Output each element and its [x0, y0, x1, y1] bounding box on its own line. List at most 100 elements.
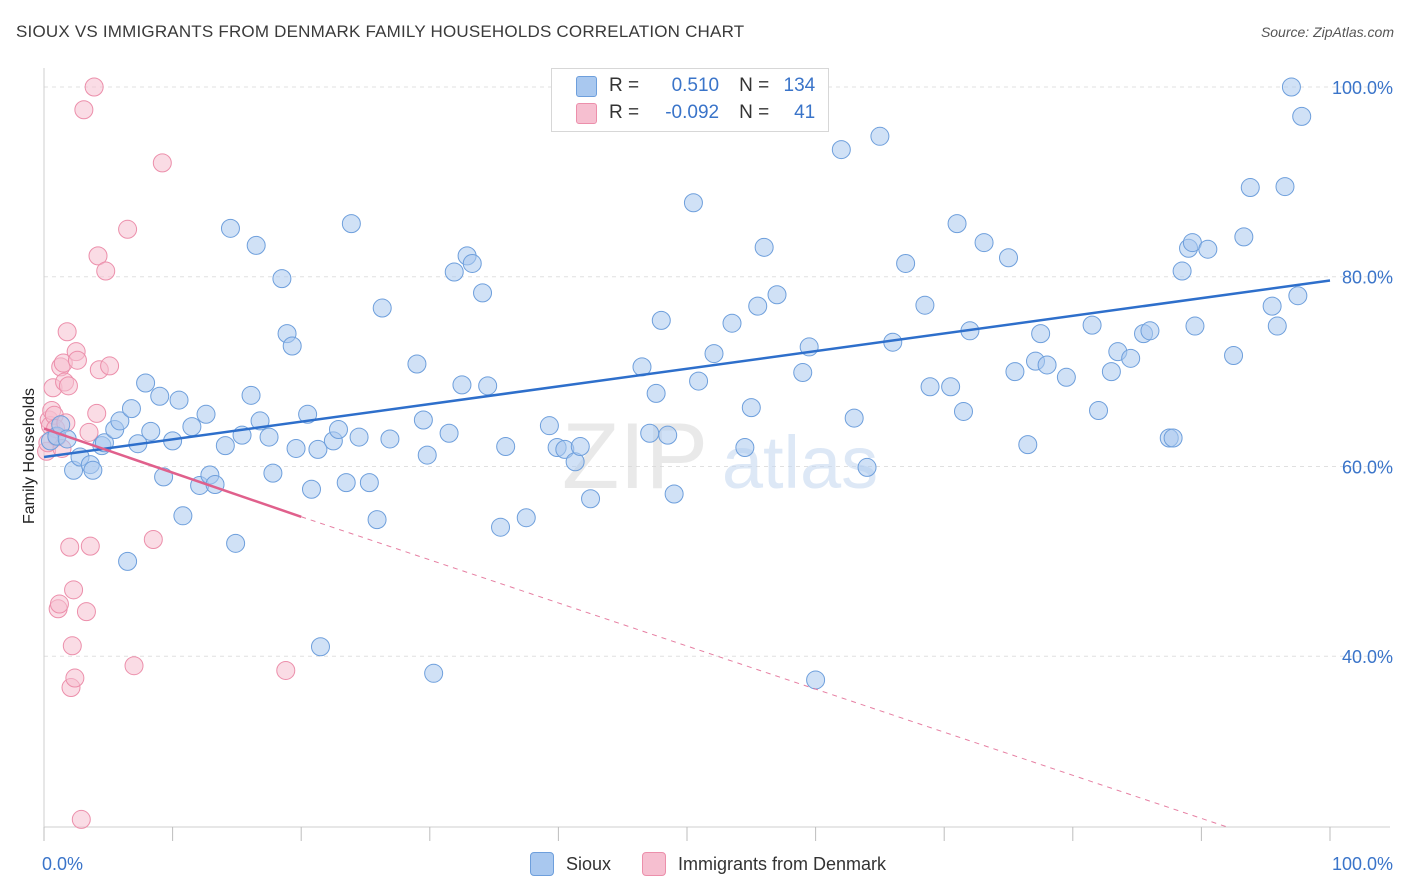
sioux-point — [539, 416, 559, 436]
sioux-point — [1288, 286, 1308, 306]
bottom-legend-swatch-sioux — [530, 852, 554, 876]
sioux-point — [1275, 177, 1295, 197]
y-tick-label: 100.0% — [1332, 78, 1393, 98]
sioux-point — [1198, 239, 1218, 259]
denmark-point — [79, 422, 99, 442]
denmark-point — [74, 100, 94, 120]
sioux-point — [664, 484, 684, 504]
sioux-point — [896, 253, 916, 273]
sioux-point — [349, 427, 369, 447]
trend-lines — [43, 279, 1331, 828]
sioux-point — [491, 517, 511, 537]
denmark-point — [57, 322, 77, 342]
sioux-point — [215, 436, 235, 456]
sioux-point — [1234, 227, 1254, 247]
sioux-point — [407, 354, 427, 374]
sioux-point — [462, 253, 482, 273]
denmark-point — [71, 809, 91, 829]
sioux-point — [452, 375, 472, 395]
legend-row-denmark: R = -0.092 N = 41 — [576, 100, 815, 126]
denmark-point — [80, 536, 100, 556]
sioux-point — [136, 373, 156, 393]
sioux-point — [1082, 315, 1102, 335]
tick-labels: 40.0% 60.0% 80.0% 100.0% 0.0% 100.0% — [42, 78, 1393, 874]
sioux-point — [83, 460, 103, 480]
sioux-point — [173, 506, 193, 526]
denmark-point — [143, 530, 163, 550]
y-tick-label: 80.0% — [1342, 268, 1393, 288]
sioux-point — [328, 419, 348, 439]
denmark-trend-line — [43, 427, 302, 518]
denmark-point — [87, 403, 107, 423]
denmark-point — [88, 246, 108, 266]
sioux-point — [372, 298, 392, 318]
sioux-point — [1031, 324, 1051, 344]
denmark-point — [62, 636, 82, 656]
watermark: ZIP atlas — [562, 403, 878, 508]
sioux-point — [1240, 178, 1260, 198]
sioux-point — [793, 363, 813, 383]
sioux-point — [704, 344, 724, 364]
denmark-point — [118, 219, 138, 239]
sioux-point — [722, 313, 742, 333]
axes — [43, 68, 1390, 841]
sioux-point — [246, 235, 266, 255]
legend-swatch-denmark — [576, 102, 597, 124]
sioux-point — [748, 296, 768, 316]
y-tick-label: 60.0% — [1342, 457, 1393, 477]
denmark-point — [67, 350, 87, 370]
sioux-point — [341, 214, 361, 234]
legend-swatch-sioux — [576, 75, 597, 97]
sioux-point — [999, 248, 1018, 268]
sioux-point — [857, 457, 877, 477]
denmark-point — [96, 261, 116, 281]
sioux-point — [581, 489, 601, 509]
chart-source: Source: ZipAtlas.com — [1260, 24, 1394, 40]
sioux-point — [1140, 321, 1160, 341]
sioux-point — [336, 473, 356, 493]
sioux-point — [1172, 261, 1192, 281]
sioux-point — [1005, 362, 1025, 382]
sioux-points — [40, 77, 1312, 690]
sioux-point — [241, 385, 261, 405]
x-tick-label: 100.0% — [1332, 854, 1393, 874]
denmark-point — [100, 356, 120, 376]
sioux-point — [1056, 367, 1076, 387]
denmark-point — [84, 77, 104, 97]
denmark-point — [276, 660, 296, 680]
sioux-point — [1037, 355, 1057, 375]
sioux-point — [250, 411, 270, 431]
sioux-point — [640, 423, 660, 443]
legend-r-value: -0.092 — [665, 102, 720, 123]
bottom-legend-sioux: Sioux — [530, 851, 611, 877]
denmark-point — [60, 537, 80, 557]
sioux-point — [220, 218, 240, 238]
sioux-point — [121, 399, 141, 419]
sioux-point — [380, 429, 400, 449]
sioux-point — [150, 386, 170, 406]
denmark-trend-extension — [301, 516, 1228, 828]
sioux-point — [182, 417, 202, 437]
sioux-point — [310, 637, 330, 657]
denmark-point — [49, 594, 69, 614]
sioux-point — [308, 439, 328, 459]
sioux-point — [570, 437, 590, 457]
sioux-point — [1292, 106, 1312, 126]
chart-title: SIOUX VS IMMIGRANTS FROM DENMARK FAMILY … — [16, 22, 745, 41]
sioux-point — [974, 233, 994, 253]
legend-r-label: R = — [609, 102, 640, 123]
sioux-point — [920, 377, 940, 397]
sioux-point — [1267, 316, 1287, 336]
sioux-point — [359, 473, 379, 493]
sioux-point — [658, 425, 678, 445]
denmark-point — [65, 668, 85, 688]
sioux-point — [417, 445, 437, 465]
sioux-point — [141, 421, 161, 441]
legend-n-label: N = — [739, 75, 770, 96]
sioux-point — [831, 140, 851, 160]
sioux-point — [1121, 348, 1141, 368]
legend-n-value: 134 — [783, 75, 816, 96]
sioux-point — [870, 126, 890, 146]
denmark-point — [124, 656, 144, 676]
